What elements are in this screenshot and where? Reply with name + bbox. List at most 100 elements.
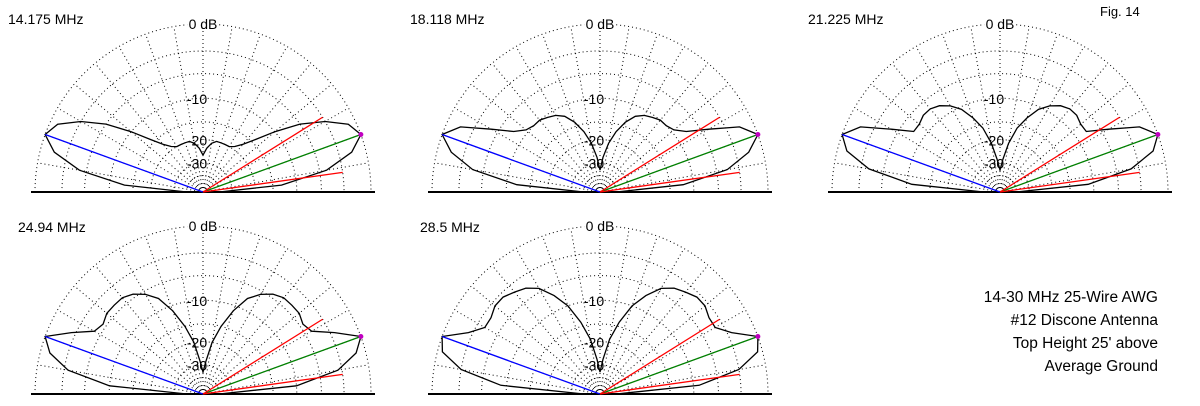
- ring-label: -30: [984, 156, 1004, 172]
- ring-label: -20: [584, 133, 604, 149]
- db-ring: [150, 341, 256, 395]
- angle-spoke: [999, 33, 1058, 193]
- caption-line: Average Ground: [1044, 358, 1158, 375]
- db-ring: [570, 364, 630, 395]
- db-ring: [947, 139, 1053, 193]
- angle-spoke: [542, 235, 601, 395]
- angle-spoke: [37, 364, 204, 395]
- angle-spoke: [202, 83, 333, 193]
- db-ring: [34, 23, 372, 193]
- angle-spoke: [599, 46, 685, 193]
- angle-spoke: [599, 228, 630, 395]
- angle-spoke: [73, 83, 204, 193]
- ring-label: -10: [584, 293, 604, 309]
- angle-spoke: [118, 248, 204, 395]
- angle-spoke: [434, 162, 601, 193]
- angle-spoke: [57, 107, 204, 193]
- angle-spoke: [570, 26, 601, 193]
- halfpower-ray-lower: [599, 373, 740, 395]
- peak-marker: [358, 132, 364, 138]
- angle-spoke: [599, 107, 746, 193]
- angle-spoke: [491, 62, 601, 193]
- angle-spoke: [173, 228, 204, 395]
- caption-line: 14-30 MHz 25-Wire AWG: [983, 289, 1158, 306]
- db-ring: [570, 162, 630, 193]
- angle-spoke: [999, 46, 1085, 193]
- angle-spoke: [599, 264, 709, 395]
- peak-ray-right: [999, 133, 1159, 193]
- frequency-label: 24.94 MHz: [18, 219, 86, 235]
- ring-label: -10: [187, 293, 207, 309]
- db-ring: [186, 377, 220, 395]
- peak-marker: [1155, 132, 1161, 138]
- angle-spoke: [202, 235, 261, 395]
- db-ring: [431, 225, 769, 395]
- polar-plot: 0 dB -10 -20 -30 14.175 MHz: [8, 11, 375, 193]
- ring-label: -30: [584, 358, 604, 374]
- angle-spoke: [970, 26, 1001, 193]
- ring-label: -10: [584, 91, 604, 107]
- figure-caption: 14-30 MHz 25-Wire AWG #12 Discone Antenn…: [858, 286, 1158, 378]
- angle-spoke: [94, 62, 204, 193]
- peak-ray-left: [441, 133, 601, 193]
- frequency-label: 21.225 MHz: [808, 11, 883, 27]
- peak-ray-right: [599, 133, 759, 193]
- db-ring: [186, 175, 220, 193]
- db-ring: [983, 175, 1017, 193]
- angle-spoke: [515, 46, 601, 193]
- angle-spoke: [599, 235, 658, 395]
- polar-plot: 0 dB -10 -20 -30 21.225 MHz: [808, 11, 1172, 193]
- db-ring: [173, 162, 233, 193]
- angle-spoke: [94, 264, 204, 395]
- angle-spoke: [202, 162, 369, 193]
- figure-label: Fig. 14: [1100, 4, 1140, 19]
- halfpower-ray-lower: [202, 171, 343, 193]
- halfpower-ray-upper: [599, 116, 720, 193]
- ring-label: 0 dB: [189, 218, 218, 234]
- peak-marker: [358, 334, 364, 340]
- ring-label: 0 dB: [586, 16, 615, 32]
- angle-spoke: [999, 62, 1109, 193]
- angle-spoke: [202, 46, 288, 193]
- db-ring: [481, 73, 719, 193]
- ring-label: -20: [187, 133, 207, 149]
- peak-ray-left: [841, 133, 1001, 193]
- angle-spoke: [454, 107, 601, 193]
- angle-spoke: [202, 228, 233, 395]
- angle-spoke: [599, 248, 685, 395]
- angle-spoke: [891, 62, 1001, 193]
- angle-spoke: [599, 309, 746, 395]
- db-ring: [583, 175, 617, 193]
- db-ring: [132, 121, 274, 193]
- halfpower-ray-upper: [599, 318, 720, 395]
- angle-spoke: [999, 162, 1166, 193]
- angle-spoke: [202, 248, 288, 395]
- ring-label: -30: [584, 156, 604, 172]
- angle-spoke: [599, 26, 630, 193]
- angle-spoke: [145, 33, 204, 193]
- db-ring: [132, 323, 274, 395]
- radiation-pattern: [841, 105, 1159, 193]
- angle-spoke: [599, 33, 658, 193]
- db-ring: [547, 139, 653, 193]
- halfpower-ray-upper: [202, 318, 323, 395]
- peak-marker: [755, 334, 761, 340]
- frequency-label: 28.5 MHz: [420, 219, 480, 235]
- ring-label: -20: [984, 133, 1004, 149]
- angle-spoke: [515, 248, 601, 395]
- db-ring: [431, 23, 769, 193]
- angle-spoke: [173, 26, 204, 193]
- db-ring: [481, 275, 719, 395]
- frequency-label: 14.175 MHz: [8, 11, 83, 27]
- polar-plot: 0 dB -10 -20 -30 24.94 MHz: [18, 216, 375, 395]
- angle-spoke: [542, 33, 601, 193]
- ring-label: -20: [187, 335, 207, 351]
- radiation-pattern: [441, 287, 759, 395]
- angle-spoke: [854, 107, 1001, 193]
- angle-spoke: [470, 83, 601, 193]
- angle-spoke: [599, 285, 730, 395]
- angle-spoke: [599, 162, 766, 193]
- db-ring: [34, 225, 372, 395]
- ring-label: -20: [584, 335, 604, 351]
- halfpower-ray-lower: [599, 171, 740, 193]
